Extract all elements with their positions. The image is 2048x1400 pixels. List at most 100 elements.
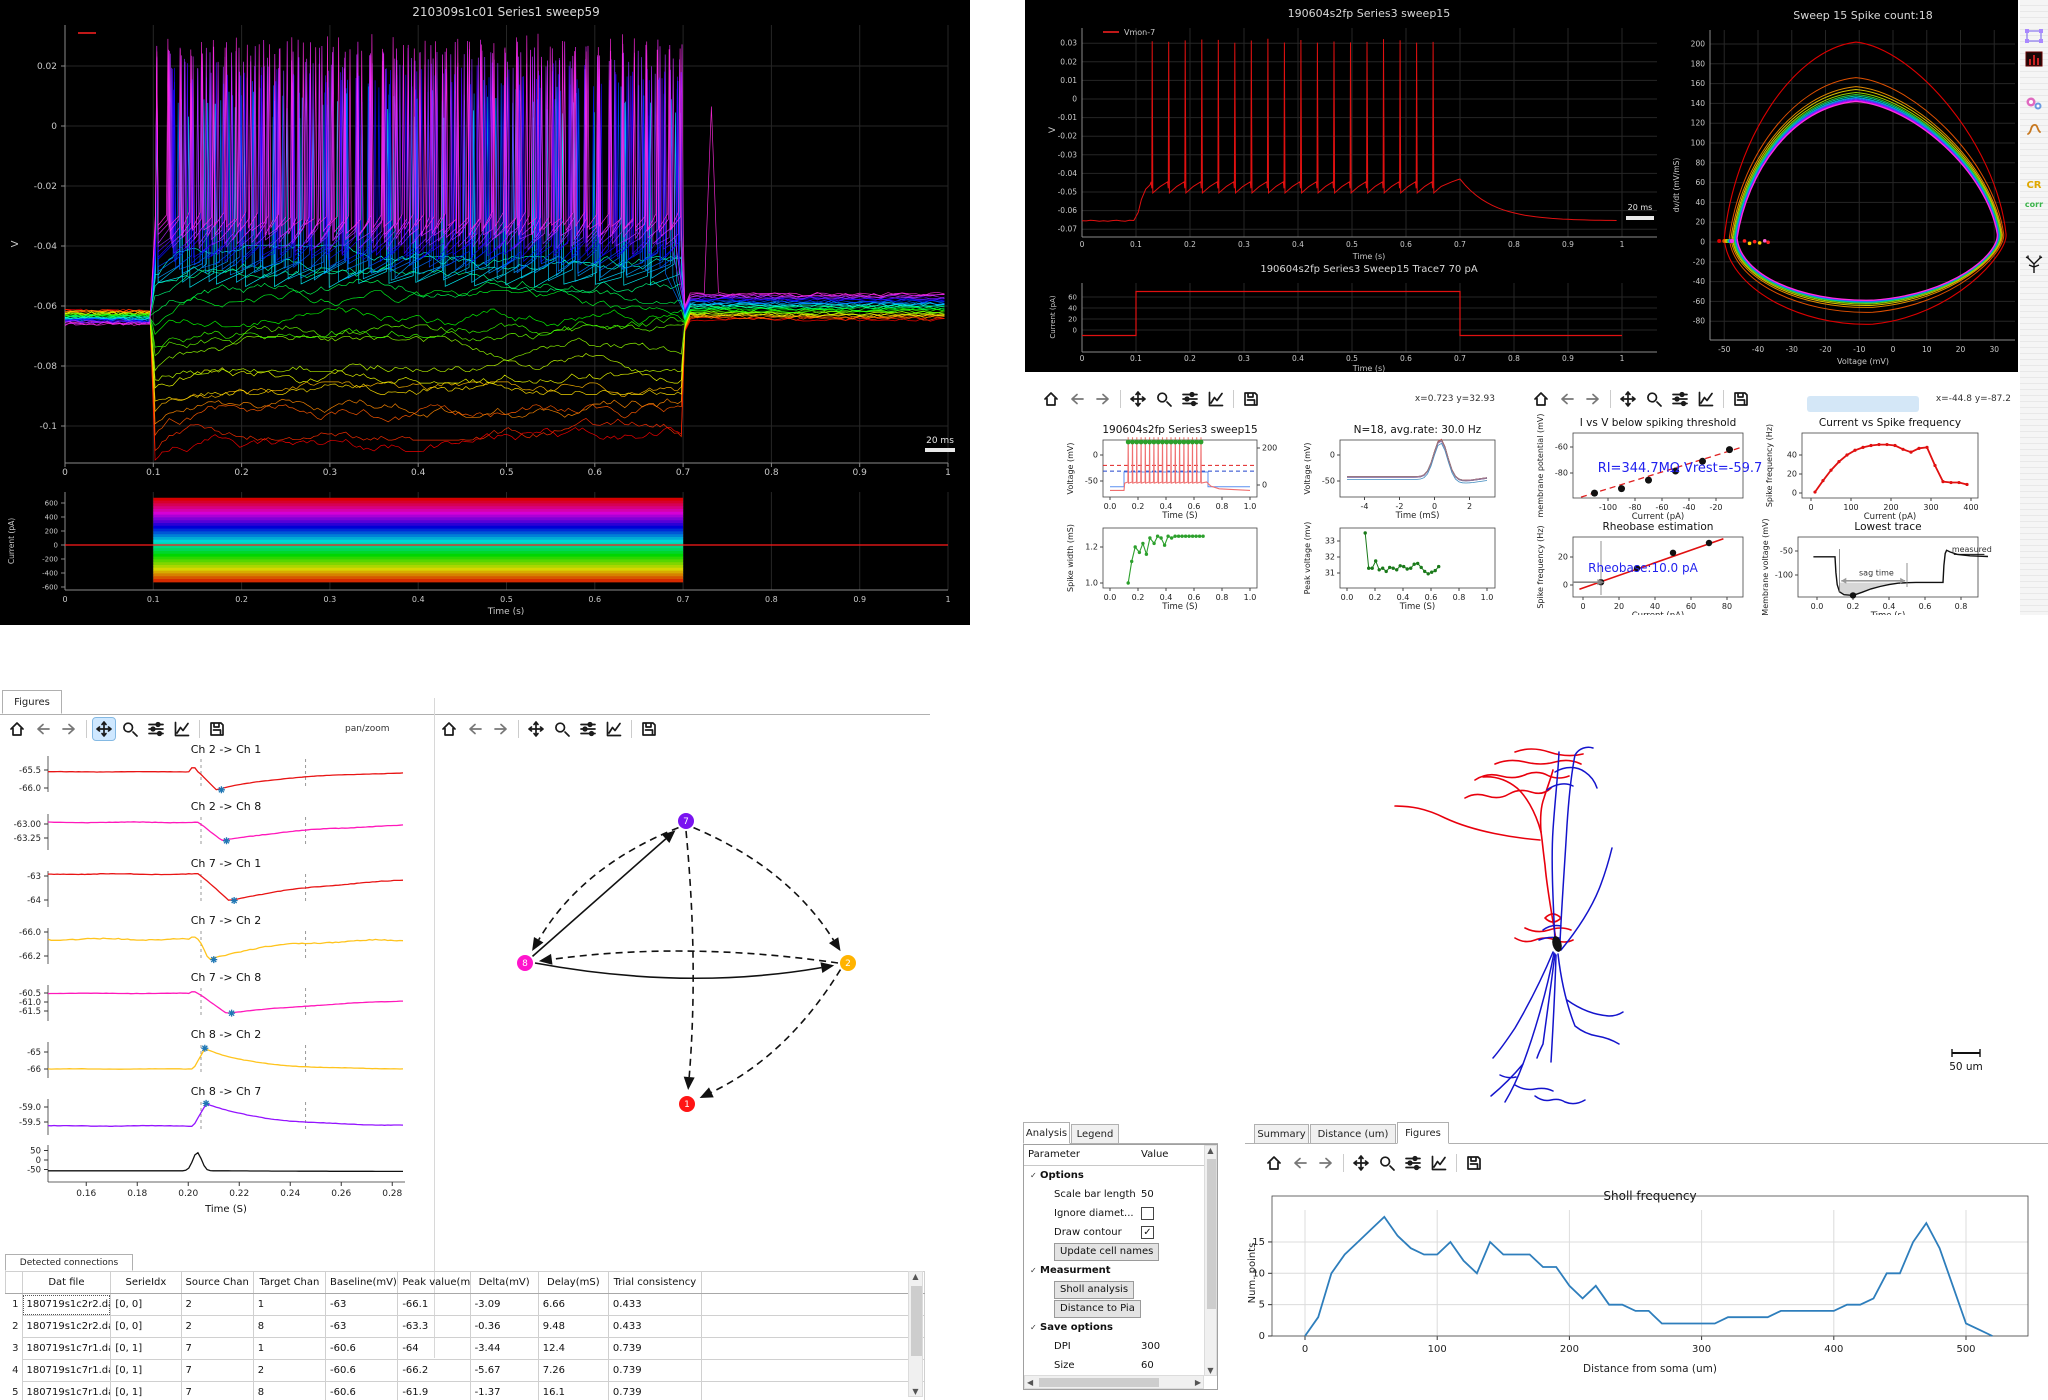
param-value[interactable]: 50 xyxy=(1141,1185,1154,1204)
column-header[interactable]: Source Chan xyxy=(181,1272,253,1294)
tree-expand-icon[interactable]: ✓ xyxy=(1030,1166,1040,1185)
table-vertical-scrollbar[interactable]: ▲ ▼ xyxy=(908,1271,923,1397)
table-cell[interactable]: -66.1 xyxy=(398,1294,470,1316)
column-header[interactable]: Peak value(mV) xyxy=(398,1272,470,1294)
table-cell[interactable]: 1 xyxy=(253,1294,325,1316)
settings-icon[interactable] xyxy=(577,718,599,740)
scroll-up-arrow[interactable]: ▲ xyxy=(1205,1146,1216,1155)
back-icon[interactable] xyxy=(32,718,54,740)
column-header[interactable]: Trial consistency xyxy=(608,1272,701,1294)
table-cell[interactable]: 16.1 xyxy=(538,1382,608,1400)
connection-trace-plots[interactable]: Ch 2 -> Ch 1 -65.5 -66.0 Ch 2 -> Ch 8 -63.00… xyxy=(0,740,434,1260)
zoom-icon[interactable] xyxy=(551,718,573,740)
table-cell[interactable]: [0, 0] xyxy=(111,1294,181,1316)
table-cell[interactable]: 0.433 xyxy=(608,1294,701,1316)
table-cell[interactable]: 2 xyxy=(181,1316,253,1338)
scroll-down-arrow[interactable]: ▼ xyxy=(909,1387,922,1396)
tab-legend[interactable]: Legend xyxy=(1071,1124,1119,1144)
table-cell[interactable]: -5.67 xyxy=(470,1360,538,1382)
table-row[interactable]: 4 180719s1c7r1.dat [0, 1] 7 2 -60.6 -66.2 -5.67… xyxy=(6,1360,925,1382)
table-cell[interactable]: 7 xyxy=(181,1360,253,1382)
table-cell[interactable]: -63.3 xyxy=(398,1316,470,1338)
forward-icon[interactable] xyxy=(490,718,512,740)
tab-distance-um[interactable]: Distance (um) xyxy=(1310,1124,1396,1144)
checkbox[interactable]: ✓ xyxy=(1141,1226,1154,1239)
column-header[interactable]: Delay(mS) xyxy=(538,1272,608,1294)
table-cell[interactable]: 180719s1c2r2.dat xyxy=(22,1316,111,1338)
table-cell[interactable]: -63 xyxy=(326,1294,398,1316)
scrollbar-thumb[interactable] xyxy=(911,1286,922,1356)
table-cell[interactable]: 0.739 xyxy=(608,1382,701,1400)
scroll-left-arrow[interactable]: ◀ xyxy=(1027,1378,1033,1387)
table-cell[interactable]: [0, 0] xyxy=(111,1316,181,1338)
table-cell[interactable]: -1.37 xyxy=(470,1382,538,1400)
table-cell[interactable]: 7 xyxy=(181,1382,253,1400)
zoom-icon[interactable] xyxy=(119,718,141,740)
network-node-7[interactable]: 7 xyxy=(678,813,694,829)
scroll-down-arrow[interactable]: ▼ xyxy=(1205,1366,1216,1375)
pan-icon[interactable] xyxy=(93,718,115,740)
save-icon[interactable] xyxy=(638,718,660,740)
table-row[interactable]: 3 180719s1c7r1.dat [0, 1] 7 1 -60.6 -64 -3.44 12… xyxy=(6,1338,925,1360)
corr-label[interactable]: corr xyxy=(2022,200,2046,209)
table-row[interactable]: 2 180719s1c2r2.dat [0, 0] 2 8 -63 -63.3 -0.36 9.… xyxy=(6,1316,925,1338)
scroll-up-arrow[interactable]: ▲ xyxy=(909,1272,922,1281)
settings-icon[interactable] xyxy=(145,718,167,740)
sweep-overview-plot[interactable]: 0 0.1 0.2 0.3 0.4 0.5 0.6 0.7 0.8 0.9 1 0.02 0 -0.02 -… xyxy=(0,0,970,625)
table-row[interactable]: 5 180719s1c7r1.dat [0, 1] 7 8 -60.6 -61.9 -1.37… xyxy=(6,1382,925,1400)
table-cell[interactable]: 7.26 xyxy=(538,1360,608,1382)
table-cell[interactable]: -60.6 xyxy=(326,1382,398,1400)
column-header[interactable]: Baseline(mV) xyxy=(326,1272,398,1294)
network-node-8[interactable]: 8 xyxy=(517,955,533,971)
table-cell[interactable]: 0.739 xyxy=(608,1338,701,1360)
table-cell[interactable]: [0, 1] xyxy=(111,1338,181,1360)
column-header[interactable]: Delta(mV) xyxy=(470,1272,538,1294)
table-cell[interactable]: -3.44 xyxy=(470,1338,538,1360)
table-cell[interactable]: -66.2 xyxy=(398,1360,470,1382)
param-group-row[interactable]: ✓ Measurment xyxy=(1024,1261,1204,1280)
forward-icon[interactable] xyxy=(58,718,80,740)
neuron-icon[interactable] xyxy=(2022,255,2046,279)
tab-figures[interactable]: Figures xyxy=(2,690,62,714)
table-cell[interactable]: [0, 1] xyxy=(111,1382,181,1400)
table-cell[interactable]: -61.9 xyxy=(398,1382,470,1400)
save-icon[interactable] xyxy=(206,718,228,740)
tab-summary[interactable]: Summary xyxy=(1254,1124,1309,1144)
table-cell[interactable]: 12.4 xyxy=(538,1338,608,1360)
column-header[interactable]: Dat file xyxy=(22,1272,111,1294)
column-header[interactable]: SerieIdx xyxy=(111,1272,181,1294)
plot-icon[interactable] xyxy=(603,718,625,740)
table-cell[interactable]: 1 xyxy=(253,1338,325,1360)
param-vertical-scrollbar[interactable]: ▲ ▼ xyxy=(1204,1145,1217,1376)
sweep-and-phase-plots[interactable]: 0 0.1 0.2 0.3 0.4 0.5 0.6 0.7 0.8 0.9 1 0.03 0.02 0.0… xyxy=(1025,0,2018,372)
update-cell-names-button[interactable]: Update cell names xyxy=(1054,1243,1159,1261)
param-group-row[interactable]: ✓ Options xyxy=(1024,1166,1204,1185)
table-cell[interactable]: 180719s1c7r1.dat xyxy=(22,1382,111,1400)
cr-label[interactable]: CR xyxy=(2022,180,2046,191)
sholl-analysis-button[interactable]: Sholl analysis xyxy=(1054,1281,1134,1299)
pan-icon[interactable] xyxy=(525,718,547,740)
checkbox[interactable] xyxy=(1141,1207,1154,1220)
table-cell[interactable]: 0.739 xyxy=(608,1360,701,1382)
scroll-right-arrow[interactable]: ▶ xyxy=(1195,1378,1201,1387)
home-icon[interactable] xyxy=(6,718,28,740)
table-cell[interactable]: 2 xyxy=(181,1294,253,1316)
tab-detected-connections[interactable]: Detected connections xyxy=(5,1254,133,1271)
neuron-morphology-figure[interactable]: 50 um xyxy=(995,660,2048,1120)
param-value[interactable]: 300 xyxy=(1141,1337,1160,1356)
table-cell[interactable]: 180719s1c2r2.dat xyxy=(22,1294,111,1316)
tab-analysis[interactable]: Analysis xyxy=(1023,1122,1070,1144)
table-cell[interactable]: 180719s1c7r1.dat xyxy=(22,1338,111,1360)
distance-to-pia-button[interactable]: Distance to Pia xyxy=(1054,1300,1141,1318)
network-node-2[interactable]: 2 xyxy=(840,955,856,971)
table-cell[interactable]: 6.66 xyxy=(538,1294,608,1316)
gears-icon[interactable] xyxy=(2022,94,2046,116)
table-cell[interactable]: -64 xyxy=(398,1338,470,1360)
param-value[interactable]: 60 xyxy=(1141,1356,1154,1374)
table-cell[interactable]: 0.433 xyxy=(608,1316,701,1338)
param-horizontal-scrollbar[interactable]: ▶ ◀ xyxy=(1024,1375,1204,1389)
histogram-icon[interactable] xyxy=(2022,50,2046,72)
connection-network-diagram[interactable]: 7 8 2 1 xyxy=(436,740,930,1250)
tree-expand-icon[interactable]: ✓ xyxy=(1030,1318,1040,1337)
table-cell[interactable]: 8 xyxy=(253,1382,325,1400)
